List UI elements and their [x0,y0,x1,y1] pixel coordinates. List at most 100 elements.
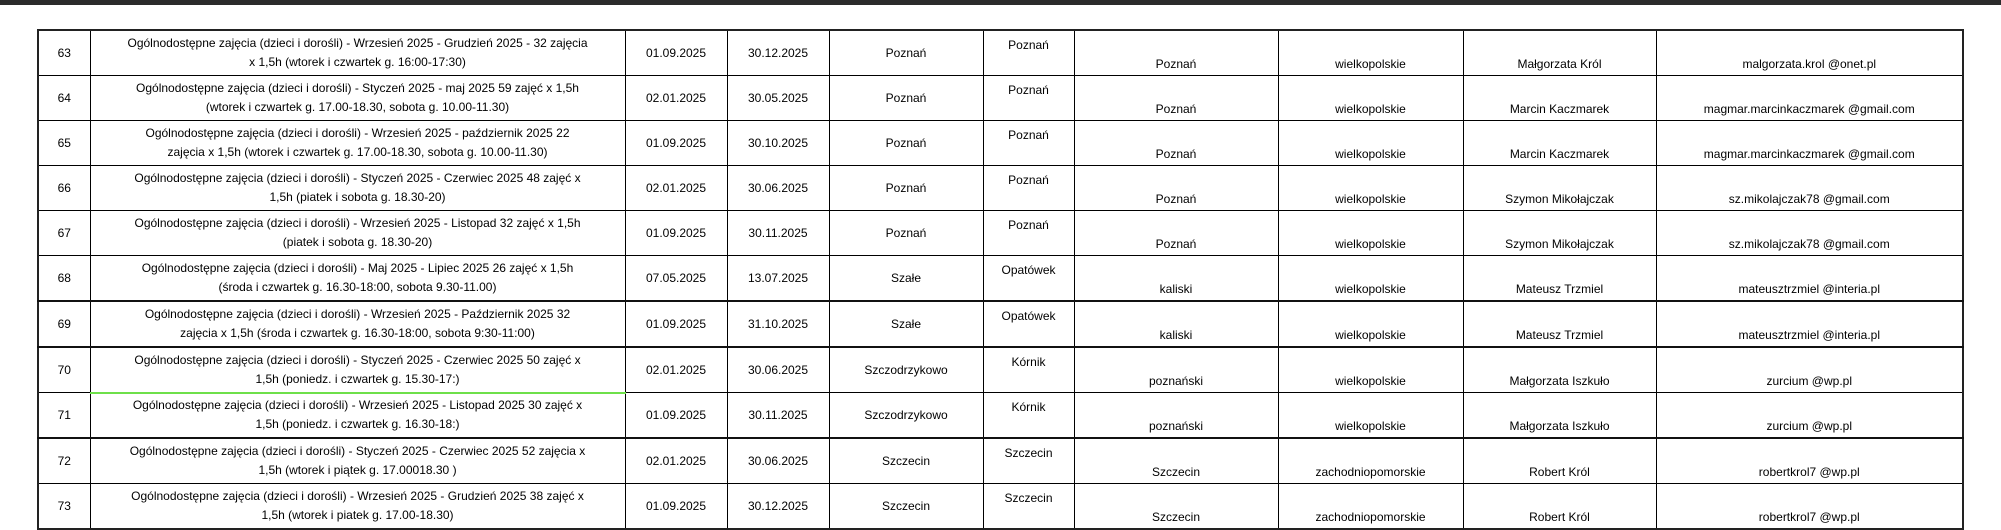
powiat-cell: Poznań [1073,165,1279,211]
voivodeship-cell: zachodniopomorskie [1277,483,1464,530]
gmina-cell: Szczecin [982,437,1075,484]
table-row: 64 Ogólnodostępne zajęcia (dzieci i doroś… [37,75,1964,121]
start-date-cell: 02.01.2025 [624,165,728,211]
row-number-cell: 69 [37,300,91,348]
start-date-cell: 01.09.2025 [624,483,728,530]
contact-person-cell: Robert Król [1462,437,1657,484]
description-line: 1,5h (piatek i sobota g. 18.30-20) [269,190,446,204]
powiat-cell: Poznań [1073,120,1279,166]
contact-person-cell: Marcin Kaczmarek [1462,120,1657,166]
gmina-cell: Szczecin [982,483,1075,530]
row-number-cell: 72 [37,437,91,484]
end-date-cell: 30.12.2025 [726,29,830,76]
powiat-cell: poznański [1073,346,1279,393]
start-date-cell: 07.05.2025 [624,255,728,302]
row-number-cell: 63 [37,29,91,76]
city-cell: Szczecin [828,437,984,484]
description-line: (wtorek i czwartek g. 17.00-18.30, sobot… [205,100,510,114]
table-row: 63 Ogólnodostępne zajęcia (dzieci i doroś… [37,29,1964,76]
description-cell: Ogólnodostępne zajęcia (dzieci i dorośli… [89,165,626,211]
powiat-cell: Szczecin [1073,483,1279,530]
end-date-cell: 13.07.2025 [726,255,830,302]
email-cell: sz.mikolajczak78 @gmail.com [1655,210,1964,256]
description-line: Ogólnodostępne zajęcia (dzieci i dorośli… [141,261,574,275]
description-line: 1,5h (poniedz. i czwartek g. 16.30-18:) [255,417,460,432]
email-cell: malgorzata.krol @onet.pl [1655,29,1964,76]
powiat-cell: kaliski [1073,300,1279,348]
end-date-cell: 30.12.2025 [726,483,830,530]
contact-person-cell: Małgorzata Król [1462,29,1657,76]
table-row: 71 Ogólnodostępne zajęcia (dzieci i doroś… [37,392,1964,439]
description-line: Ogólnodostępne zajęcia (dzieci i dorośli… [136,81,579,95]
description-cell: Ogólnodostępne zajęcia (dzieci i dorośli… [89,210,626,256]
powiat-cell: poznański [1073,392,1279,439]
start-date-cell: 02.01.2025 [624,437,728,484]
voivodeship-cell: zachodniopomorskie [1277,437,1464,484]
description-line: 1,5h (poniedz. i czwartek g. 15.30-17:) [255,371,460,386]
row-number-cell: 68 [37,255,91,302]
contact-person-cell: Marcin Kaczmarek [1462,75,1657,121]
voivodeship-cell: wielkopolskie [1277,165,1464,211]
description-line: (piatek i sobota g. 18.30-20) [282,235,433,249]
powiat-cell: Szczecin [1073,437,1279,484]
start-date-cell: 02.01.2025 [624,346,728,393]
start-date-cell: 01.09.2025 [624,120,728,166]
powiat-cell: Poznań [1073,29,1279,76]
city-cell: Szałe [828,300,984,348]
gmina-cell: Opatówek [982,255,1075,302]
table-row: 67 Ogólnodostępne zajęcia (dzieci i doroś… [37,210,1964,256]
row-number-cell: 66 [37,165,91,211]
description-cell: Ogólnodostępne zajęcia (dzieci i dorośli… [89,255,626,302]
contact-person-cell: Małgorzata Iszkuło [1462,346,1657,393]
description-line: zajęcia x 1,5h (wtorek i czwartek g. 17.… [167,145,548,159]
table-row: 69 Ogólnodostępne zajęcia (dzieci i doroś… [37,300,1964,348]
end-date-cell: 30.06.2025 [726,437,830,484]
end-date-cell: 30.11.2025 [726,210,830,256]
contact-person-cell: Szymon Mikołajczak [1462,210,1657,256]
row-number-cell: 64 [37,75,91,121]
powiat-cell: Poznań [1073,75,1279,121]
end-date-cell: 30.05.2025 [726,75,830,121]
row-number-cell: 73 [37,483,91,530]
description-line: Ogólnodostępne zajęcia (dzieci i dorośli… [131,489,584,503]
contact-person-cell: Małgorzata Iszkuło [1462,392,1657,439]
gmina-cell: Poznań [982,29,1075,76]
description-line: Ogólnodostępne zajęcia (dzieci i dorośli… [134,216,581,230]
email-cell: sz.mikolajczak78 @gmail.com [1655,165,1964,211]
voivodeship-cell: wielkopolskie [1277,392,1464,439]
description-line: Ogólnodostępne zajęcia (dzieci i dorośli… [144,307,571,321]
start-date-cell: 02.01.2025 [624,75,728,121]
contact-person-cell: Mateusz Trzmiel [1462,255,1657,302]
gmina-cell: Poznań [982,165,1075,211]
voivodeship-cell: wielkopolskie [1277,29,1464,76]
voivodeship-cell: wielkopolskie [1277,210,1464,256]
classes-table: 63 Ogólnodostępne zajęcia (dzieci i doroś… [37,29,1964,530]
city-cell: Poznań [828,29,984,76]
voivodeship-cell: wielkopolskie [1277,346,1464,393]
gmina-cell: Opatówek [982,300,1075,348]
row-number-cell: 65 [37,120,91,166]
description-cell: Ogólnodostępne zajęcia (dzieci i dorośli… [89,75,626,121]
gmina-cell: Poznań [982,120,1075,166]
city-cell: Szałe [828,255,984,302]
start-date-cell: 01.09.2025 [624,300,728,348]
email-cell: magmar.marcinkaczmarek @gmail.com [1655,120,1964,166]
top-bar [0,0,2001,5]
description-line: Ogólnodostępne zajęcia (dzieci i dorośli… [134,171,581,185]
row-number-cell: 67 [37,210,91,256]
city-cell: Szczodrzykowo [828,346,984,393]
contact-person-cell: Mateusz Trzmiel [1462,300,1657,348]
city-cell: Poznań [828,120,984,166]
description-line: Ogólnodostępne zajęcia (dzieci i dorośli… [129,444,586,458]
start-date-cell: 01.09.2025 [624,210,728,256]
description-cell: Ogólnodostępne zajęcia (dzieci i dorośli… [89,437,626,484]
row-number-cell: 70 [37,346,91,393]
gmina-cell: Poznań [982,75,1075,121]
end-date-cell: 31.10.2025 [726,300,830,348]
gmina-cell: Kórnik [982,346,1075,393]
description-cell: Ogólnodostępne zajęcia (dzieci i dorośli… [89,346,626,394]
voivodeship-cell: wielkopolskie [1277,300,1464,348]
description-cell: Ogólnodostępne zajęcia (dzieci i dorośli… [89,300,626,348]
description-line: Ogólnodostępne zajęcia (dzieci i dorośli… [134,352,581,367]
voivodeship-cell: wielkopolskie [1277,255,1464,302]
